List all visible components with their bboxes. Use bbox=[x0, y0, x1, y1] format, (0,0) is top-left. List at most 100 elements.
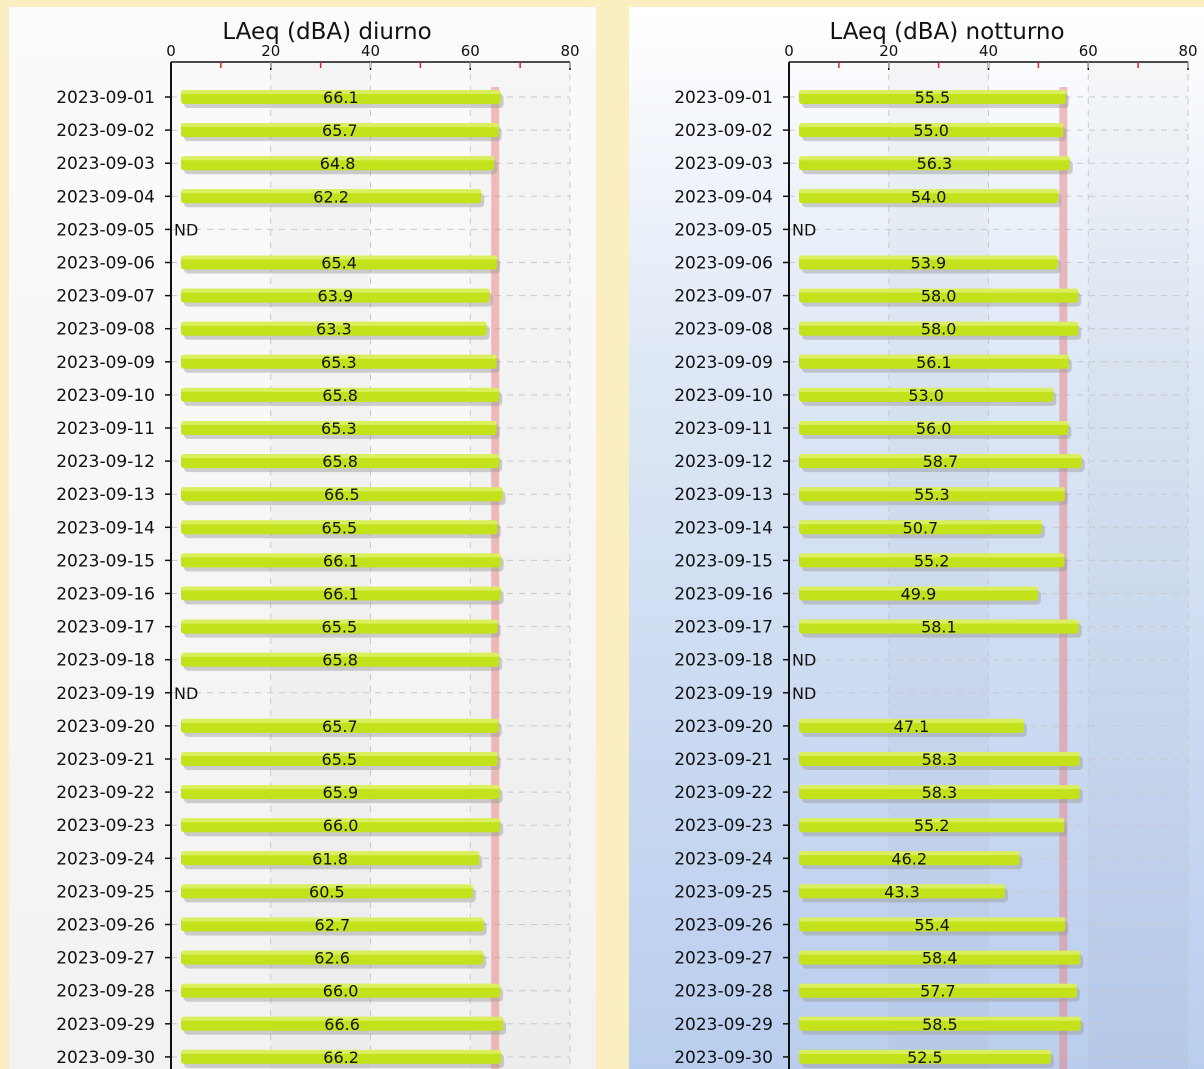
chart-diurno: LAeq (dBA) diurno 0 20 40 60 80 2023-09-01 66.1… bbox=[56, 19, 580, 1069]
category-label: 2023-09-06 bbox=[56, 254, 155, 274]
category-label: 2023-09-20 bbox=[674, 717, 773, 737]
missing-label: ND bbox=[792, 684, 816, 703]
value-label: 66.0 bbox=[323, 982, 359, 1001]
value-label: 65.4 bbox=[321, 254, 357, 273]
category-label: 2023-09-16 bbox=[56, 585, 155, 605]
x-tick-label: 20 bbox=[879, 42, 898, 60]
category-label: 2023-09-11 bbox=[56, 419, 155, 439]
limit-line bbox=[1059, 87, 1068, 1069]
x-axis: 0 20 40 60 80 bbox=[784, 42, 1198, 70]
bar-highlight bbox=[181, 652, 500, 657]
category-label: 2023-09-04 bbox=[674, 187, 773, 207]
value-label: 54.0 bbox=[911, 187, 947, 206]
x-tick-label: 80 bbox=[560, 42, 579, 60]
category-label: 2023-09-03 bbox=[674, 154, 773, 174]
chart-panel-notturno: LAeq (dBA) notturno 0 20 40 60 80 2023-09-01 55… bbox=[629, 7, 1204, 1069]
bar-highlight bbox=[181, 90, 501, 94]
bar-highlight bbox=[799, 718, 1024, 723]
missing-label: ND bbox=[792, 651, 816, 670]
value-label: 55.2 bbox=[914, 816, 950, 835]
category-label: 2023-09-21 bbox=[674, 750, 773, 770]
value-label: 56.3 bbox=[917, 154, 953, 173]
category-label: 2023-09-13 bbox=[674, 485, 773, 505]
bar-highlight bbox=[181, 421, 497, 425]
value-label: 58.3 bbox=[922, 750, 958, 769]
category-label: 2023-09-28 bbox=[56, 982, 155, 1002]
value-label: 58.3 bbox=[922, 783, 958, 802]
missing-label: ND bbox=[174, 220, 198, 239]
category-label: 2023-09-10 bbox=[674, 386, 773, 406]
value-label: 65.7 bbox=[322, 121, 358, 140]
bar-highlight bbox=[181, 487, 503, 492]
x-tick-label: 60 bbox=[461, 42, 480, 60]
value-label: 55.2 bbox=[914, 551, 950, 570]
value-label: 56.0 bbox=[916, 419, 952, 438]
category-label: 2023-09-18 bbox=[56, 651, 155, 671]
value-label: 66.2 bbox=[323, 1048, 359, 1067]
category-label: 2023-09-23 bbox=[56, 816, 155, 836]
bar-highlight bbox=[181, 354, 497, 359]
limit-line bbox=[491, 87, 500, 1069]
x-tick-label: 60 bbox=[1079, 42, 1098, 60]
category-label: 2023-09-27 bbox=[56, 949, 155, 969]
value-label: 49.9 bbox=[901, 585, 937, 604]
category-label: 2023-09-09 bbox=[56, 353, 155, 373]
bar-highlight bbox=[181, 785, 500, 790]
value-label: 43.3 bbox=[884, 882, 920, 901]
category-label: 2023-09-09 bbox=[674, 353, 773, 373]
value-label: 61.8 bbox=[312, 849, 348, 868]
x-tick-label: 80 bbox=[1178, 42, 1197, 60]
category-label: 2023-09-04 bbox=[56, 187, 155, 207]
category-label: 2023-09-21 bbox=[56, 750, 155, 770]
value-label: 53.0 bbox=[908, 386, 944, 405]
category-label: 2023-09-28 bbox=[674, 982, 773, 1002]
category-label: 2023-09-12 bbox=[674, 452, 773, 472]
bar-highlight bbox=[799, 90, 1066, 94]
value-label: 62.7 bbox=[315, 916, 351, 935]
value-label: 65.8 bbox=[322, 386, 358, 405]
chart-notturno: LAeq (dBA) notturno 0 20 40 60 80 2023-09-01 55… bbox=[674, 19, 1198, 1069]
bar-highlight bbox=[181, 454, 500, 459]
bar-highlight bbox=[799, 288, 1079, 293]
category-label: 2023-09-27 bbox=[674, 949, 773, 969]
value-label: 55.3 bbox=[914, 485, 950, 504]
category-label: 2023-09-24 bbox=[674, 849, 773, 869]
category-label: 2023-09-07 bbox=[56, 287, 155, 307]
bar-highlight bbox=[799, 586, 1038, 591]
bar-highlight bbox=[181, 718, 499, 723]
category-label: 2023-09-20 bbox=[56, 717, 155, 737]
bar-highlight bbox=[799, 156, 1070, 161]
bar-highlight bbox=[181, 983, 501, 988]
value-label: 57.7 bbox=[920, 982, 956, 1001]
bar-highlight bbox=[181, 1049, 502, 1054]
bar-highlight bbox=[181, 950, 484, 955]
bar-highlight bbox=[799, 884, 1005, 889]
value-label: 56.1 bbox=[916, 353, 952, 372]
category-label: 2023-09-15 bbox=[56, 551, 155, 571]
value-label: 46.2 bbox=[891, 849, 927, 868]
bar-highlight bbox=[181, 586, 501, 591]
bar-highlight bbox=[181, 255, 498, 260]
bar-highlight bbox=[799, 1016, 1081, 1021]
category-label: 2023-09-14 bbox=[56, 518, 155, 538]
category-label: 2023-09-08 bbox=[674, 320, 773, 340]
value-label: 65.8 bbox=[322, 651, 358, 670]
bar-highlight bbox=[799, 421, 1069, 425]
bar-highlight bbox=[799, 387, 1054, 392]
category-label: 2023-09-11 bbox=[674, 419, 773, 439]
value-label: 62.6 bbox=[314, 949, 350, 968]
category-label: 2023-09-25 bbox=[674, 882, 773, 902]
value-label: 53.9 bbox=[911, 254, 947, 273]
bar-highlight bbox=[181, 321, 487, 326]
bar-highlight bbox=[799, 553, 1065, 558]
bar-highlight bbox=[799, 752, 1080, 756]
category-label: 2023-09-26 bbox=[674, 916, 773, 936]
value-label: 58.1 bbox=[921, 618, 957, 637]
bar-highlight bbox=[799, 189, 1059, 194]
value-label: 65.7 bbox=[322, 717, 358, 736]
category-label: 2023-09-29 bbox=[674, 1015, 773, 1035]
category-label: 2023-09-07 bbox=[674, 287, 773, 307]
bar-highlight bbox=[799, 619, 1079, 624]
category-label: 2023-09-06 bbox=[674, 254, 773, 274]
value-label: 66.1 bbox=[323, 88, 359, 107]
